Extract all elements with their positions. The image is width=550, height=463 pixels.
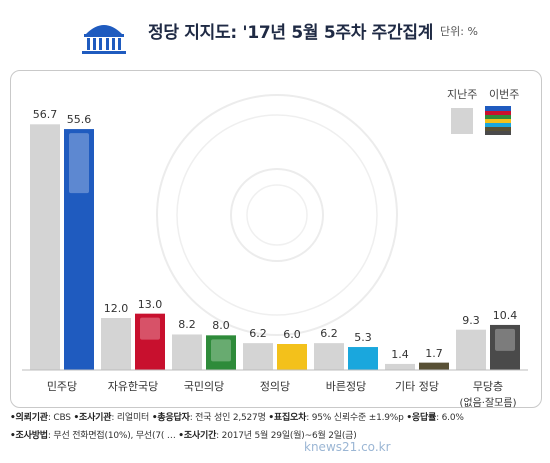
bar-prev-2: [172, 334, 202, 370]
category-label-6: 무당층: [472, 380, 504, 393]
value-label-prev-4: 6.2: [320, 327, 338, 341]
footer-key: •응답률: [406, 413, 437, 423]
bar-prev-0: [30, 124, 60, 370]
category-label-1: 자유한국당: [107, 380, 159, 393]
bar-curr-6: [490, 324, 520, 370]
footer-value: : CBS: [47, 413, 74, 423]
header: 정당 지지도: '17년 5월 5주차 주간집계 단위: %: [0, 0, 550, 66]
footer-value: : 6.0%: [436, 413, 464, 423]
party-logo-icon-6: [495, 328, 515, 351]
legend-swatch-jeongui: [485, 119, 511, 123]
legend-curr-label: 이번주: [489, 88, 520, 101]
legend-swatch-kookmin: [485, 115, 511, 119]
bar-curr-5: [419, 362, 449, 370]
national-assembly-logo-icon: [82, 25, 126, 54]
legend-swatch-prev: [451, 108, 473, 134]
value-label-curr-5: 1.7: [425, 346, 443, 360]
legend-swatches: [451, 106, 511, 135]
value-label-prev-5: 1.4: [391, 347, 409, 361]
bar-curr-1: [135, 313, 165, 370]
value-label-curr-0: 55.6: [66, 113, 92, 127]
footer-key: •표집오차: [268, 413, 307, 423]
value-label-curr-2: 8.0: [212, 319, 230, 333]
party-logo-icon-2: [211, 339, 231, 362]
party-logo-icon-1: [140, 317, 160, 340]
value-label-prev-1: 12.0: [103, 302, 129, 315]
footer-key: •조사기관: [73, 413, 112, 423]
value-label-prev-3: 6.2: [249, 327, 267, 341]
bar-curr-3: [277, 344, 307, 370]
category-note-6: (없음·잘모름): [459, 398, 517, 409]
value-label-curr-3: 6.0: [283, 328, 301, 341]
bar-prev-5: [385, 363, 415, 370]
legend-swatch-jayu: [485, 111, 511, 115]
category-label-3: 정의당: [259, 380, 291, 393]
footer-value: …: [166, 431, 179, 441]
chart-title: 정당 지지도: '17년 5월 5주차 주간집계: [148, 23, 434, 43]
footer-value: : 리얼미터: [111, 413, 152, 423]
footer-value: : 95% 신뢰수준 ±1.9%p: [306, 413, 407, 423]
bar-prev-4: [314, 343, 344, 370]
footer-value: : 무선 전화면접(10%), 무선(7(: [47, 431, 167, 441]
footer-key: •조사방법: [10, 431, 48, 441]
footer-key: •조사기간: [178, 431, 217, 441]
footer-row-1: •의뢰기관: CBS •조사기관: 리얼미터 •총응답자: 전국 성인 2,52…: [10, 410, 540, 428]
footer-value: : 전국 성인 2,527명: [189, 413, 269, 423]
value-label-curr-4: 5.3: [354, 331, 372, 345]
value-label-prev-0: 56.7: [32, 108, 58, 122]
bar-curr-4: [348, 347, 378, 370]
legend-swatch-etc: [485, 127, 511, 131]
category-label-0: 민주당: [46, 380, 78, 393]
category-label-2: 국민의당: [183, 380, 225, 393]
category-label-4: 바른정당: [325, 380, 367, 393]
category-label-5: 기타 정당: [395, 380, 439, 393]
legend-prev-label: 지난주: [447, 88, 478, 101]
legend-swatch-bareun: [485, 123, 511, 127]
legend-swatch-none: [485, 131, 511, 135]
footer-key: •총응답자: [151, 413, 190, 423]
value-label-curr-6: 10.4: [492, 308, 518, 322]
value-label-prev-2: 8.2: [178, 318, 196, 332]
footer-row-2: •조사방법: 무선 전화면접(10%), 무선(7( … •조사기간: 2017…: [10, 428, 540, 446]
footer: •의뢰기관: CBS •조사기관: 리얼미터 •총응답자: 전국 성인 2,52…: [10, 410, 540, 446]
value-label-curr-1: 13.0: [137, 297, 163, 311]
bar-prev-3: [243, 343, 273, 370]
footer-value: : 2017년 5월 29일(월)~6월 2일(금): [216, 431, 357, 441]
party-logo-icon-0: [69, 133, 89, 194]
legend: 지난주 이번주: [447, 86, 527, 146]
bar-curr-0: [64, 129, 94, 370]
bar-prev-6: [456, 329, 486, 370]
watermark: knews21.co.kr: [304, 440, 391, 454]
unit-label: 단위: %: [440, 25, 478, 38]
bar-prev-1: [101, 318, 131, 370]
value-label-prev-6: 9.3: [462, 313, 480, 327]
footer-key: •의뢰기관: [10, 413, 48, 423]
bar-curr-2: [206, 335, 236, 370]
legend-swatch-minju: [485, 106, 511, 111]
